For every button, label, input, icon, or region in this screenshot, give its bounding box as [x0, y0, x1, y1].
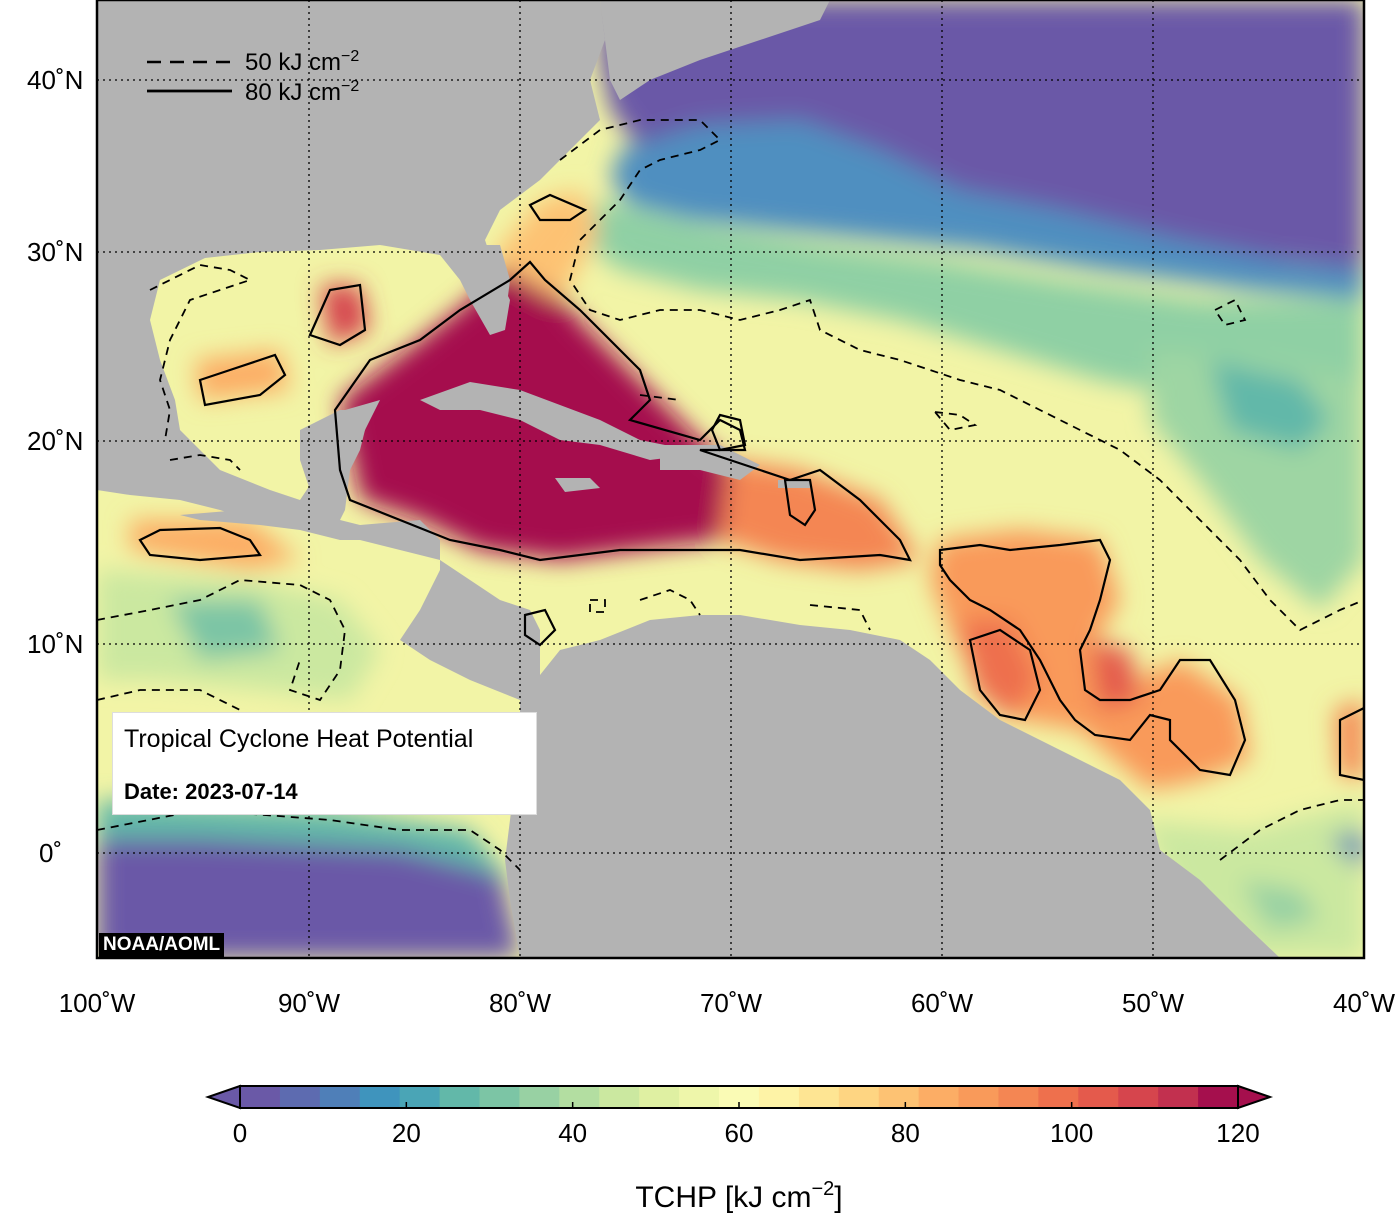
land	[97, 0, 1280, 958]
colorbar-segment	[599, 1086, 640, 1108]
colorbar-segment	[399, 1086, 441, 1108]
lon-label: 40˚W	[1333, 988, 1396, 1018]
lat-label: 40˚N	[27, 65, 83, 95]
colorbar-segment	[758, 1086, 800, 1108]
colorbar-segment	[279, 1086, 321, 1108]
lat-label: 0˚	[39, 838, 62, 868]
colorbar-segment	[998, 1086, 1039, 1108]
colorbar-tick-label: 120	[1216, 1118, 1259, 1148]
colorbar-segment	[719, 1086, 760, 1108]
lat-label: 20˚N	[27, 426, 83, 456]
colorbar-segment	[639, 1086, 680, 1108]
colorbar-segment	[878, 1086, 920, 1108]
colorbar-title: TCHP [kJ cm−2]	[635, 1178, 842, 1214]
colorbar-segment	[1158, 1086, 1199, 1108]
colorbar-segment	[798, 1086, 840, 1108]
legend-dashed-label: 50 kJ cm−2	[245, 48, 359, 76]
lon-label: 100˚W	[59, 988, 136, 1018]
colorbar-high-arrow	[1237, 1084, 1274, 1110]
colorbar-segment	[479, 1086, 521, 1108]
colorbar-segment	[1038, 1086, 1079, 1108]
colorbar-segment	[1118, 1086, 1159, 1108]
colorbar-segment	[958, 1086, 1000, 1108]
colorbar-segment	[838, 1086, 880, 1108]
lon-label: 50˚W	[1122, 988, 1185, 1018]
colorbar-tick-label: 0	[233, 1118, 247, 1148]
colorbar-segment	[519, 1086, 560, 1108]
colorbar-tick-label: 20	[392, 1118, 421, 1148]
colorbar: 0 20 40 60 80 100 120 TCHP [kJ cm−2]	[204, 1084, 1274, 1214]
lon-label: 80˚W	[489, 988, 552, 1018]
credit-badge: NOAA/AOML	[99, 933, 225, 957]
colorbar-tick-label: 40	[558, 1118, 587, 1148]
colorbar-segment	[240, 1086, 281, 1108]
colorbar-tick-labels: 0 20 40 60 80 100 120	[233, 1102, 1260, 1148]
lat-label: 30˚N	[27, 237, 83, 267]
map-field	[97, 0, 1364, 958]
lon-label: 60˚W	[911, 988, 974, 1018]
latitude-labels: 40˚N 30˚N 20˚N 10˚N 0˚	[27, 65, 83, 868]
colorbar-segment	[319, 1086, 361, 1108]
colorbar-segments	[240, 1086, 1239, 1108]
colorbar-segment	[918, 1086, 960, 1108]
date-label: Date: 2023-07-14	[124, 779, 298, 804]
lat-label: 10˚N	[27, 629, 83, 659]
colorbar-segment	[439, 1086, 481, 1108]
colorbar-tick-label: 100	[1050, 1118, 1093, 1148]
colorbar-segment	[1198, 1086, 1239, 1108]
contour-legend: 50 kJ cm−2 80 kJ cm−2	[147, 48, 359, 106]
colorbar-low-arrow	[204, 1084, 241, 1110]
lon-label: 90˚W	[278, 988, 341, 1018]
colorbar-segment	[559, 1086, 600, 1108]
colorbar-tick-label: 60	[725, 1118, 754, 1148]
contours-80	[138, 193, 1364, 782]
map-frame	[95, 0, 1366, 960]
info-box: Tropical Cyclone Heat Potential Date: 20…	[112, 712, 537, 815]
colorbar-segment	[359, 1086, 401, 1108]
legend-solid-label: 80 kJ cm−2	[245, 78, 359, 106]
colorbar-segment	[679, 1086, 720, 1108]
info-title: Tropical Cyclone Heat Potential	[124, 725, 474, 753]
longitude-labels: 100˚W 90˚W 80˚W 70˚W 60˚W 50˚W 40˚W	[59, 988, 1396, 1018]
lon-label: 70˚W	[700, 988, 763, 1018]
colorbar-segment	[1078, 1086, 1119, 1108]
colorbar-tick-label: 80	[891, 1118, 920, 1148]
